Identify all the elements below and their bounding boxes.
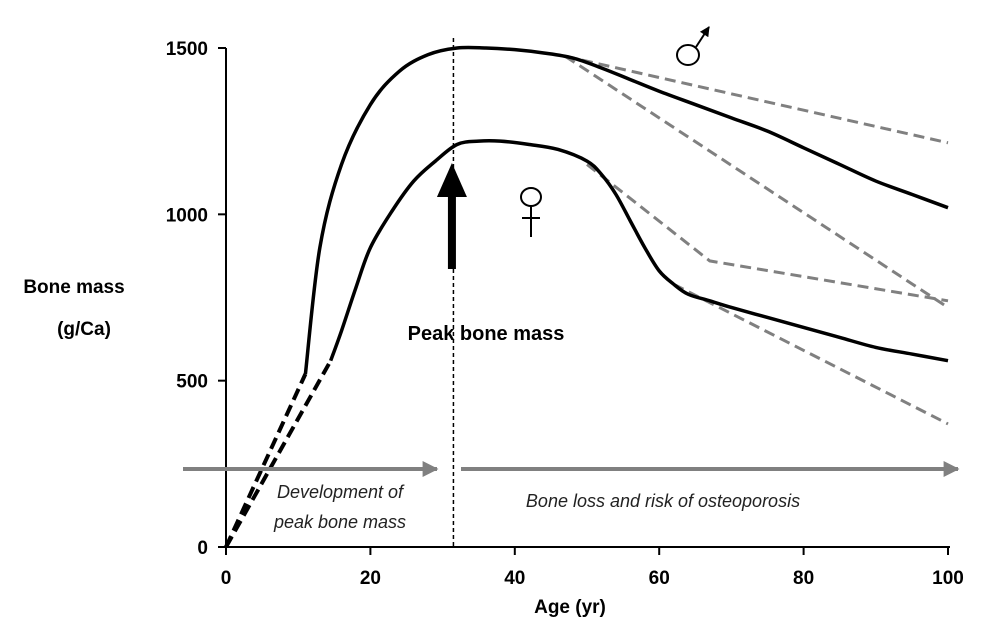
plot-layer: 0 500 1000 1500 0 20 40 60 80 100 Age (yr) Bone mas… <box>23 26 964 618</box>
scenario-line <box>565 54 949 145</box>
x-tick-label: 0 <box>221 568 232 589</box>
x-tick-label: 20 <box>360 568 381 589</box>
bone-loss-phase-label: Bone loss and risk of osteoporosis <box>526 491 800 511</box>
x-tick-label: 40 <box>504 568 525 589</box>
bone-mass-curve <box>329 138 949 363</box>
y-tick-label: 0 <box>197 538 208 559</box>
y-axis-unit: (g/Ca) <box>57 319 111 340</box>
peak-bone-mass-label: Peak bone mass <box>408 323 565 345</box>
y-axis-title: Bone mass <box>23 277 124 298</box>
development-phase-label: Development of <box>277 482 405 502</box>
scenario-line <box>586 163 949 303</box>
bone-mass-curve <box>303 45 949 375</box>
male-symbol-icon <box>676 44 700 66</box>
male-symbol-arrow <box>695 26 710 48</box>
x-tick-label: 100 <box>932 568 964 589</box>
y-tick-label: 500 <box>176 372 208 393</box>
peak-arrow-shaft <box>447 195 456 269</box>
y-tick-label: 1500 <box>166 39 208 60</box>
x-tick-label: 60 <box>649 568 670 589</box>
x-axis-title: Age (yr) <box>534 597 606 618</box>
peak-arrow-head <box>436 163 467 197</box>
development-phase-label: peak bone mass <box>273 512 406 532</box>
scenario-line <box>672 282 949 426</box>
y-tick-label: 1000 <box>166 205 208 226</box>
growth-extrapolation-line <box>224 373 308 548</box>
female-symbol-icon <box>520 187 542 207</box>
scenario-line <box>564 55 949 309</box>
x-tick-label: 80 <box>793 568 814 589</box>
